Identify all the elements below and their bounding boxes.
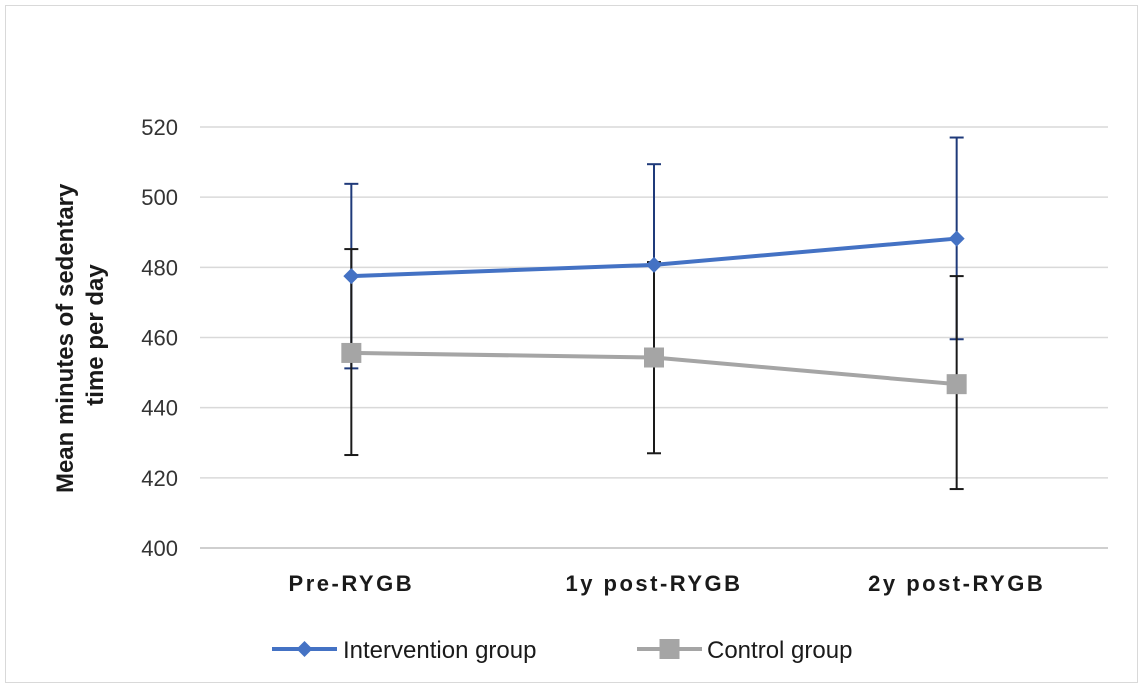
- y-tick-labels: 400 420 440 460 480 500 520: [141, 115, 178, 561]
- legend: Intervention group Control group: [272, 637, 852, 664]
- chart-frame: [5, 5, 1138, 683]
- y-tick-label-440: 440: [141, 396, 178, 421]
- x-category-labels: Pre-RYGB 1y post-RYGB 2y post-RYGB: [289, 571, 1045, 596]
- data-point-diamond: [646, 256, 662, 273]
- error-bars: [344, 136, 964, 491]
- legend-entry: Intervention group: [272, 637, 536, 664]
- data-point-diamond: [343, 268, 360, 285]
- y-tick-label-400: 400: [141, 536, 178, 561]
- series-markers: [341, 230, 967, 395]
- y-tick-label-420: 420: [141, 466, 178, 491]
- x-category-label: Pre-RYGB: [289, 571, 415, 596]
- legend-marker-square: [659, 639, 680, 659]
- data-point-diamond: [948, 230, 965, 247]
- y-axis-title-line-2: time per day: [82, 264, 109, 406]
- data-point-square: [341, 342, 362, 363]
- legend-entry: Control group: [637, 637, 852, 664]
- x-category-label: 2y post-RYGB: [868, 571, 1045, 596]
- legend-label: Intervention group: [343, 637, 536, 664]
- y-tick-label-520: 520: [141, 115, 178, 140]
- data-point-square: [946, 374, 967, 395]
- y-axis-title-line-1: Mean minutes of sedentary: [52, 183, 79, 493]
- y-tick-label-480: 480: [141, 255, 178, 280]
- x-category-label: 1y post-RYGB: [565, 571, 742, 596]
- y-tick-label-500: 500: [141, 185, 178, 210]
- legend-marker-diamond: [296, 641, 313, 657]
- y-axis-title: Mean minutes of sedentary time per day: [52, 177, 109, 493]
- y-tick-label-460: 460: [141, 326, 178, 351]
- legend-label: Control group: [707, 637, 852, 664]
- data-point-square: [644, 347, 664, 368]
